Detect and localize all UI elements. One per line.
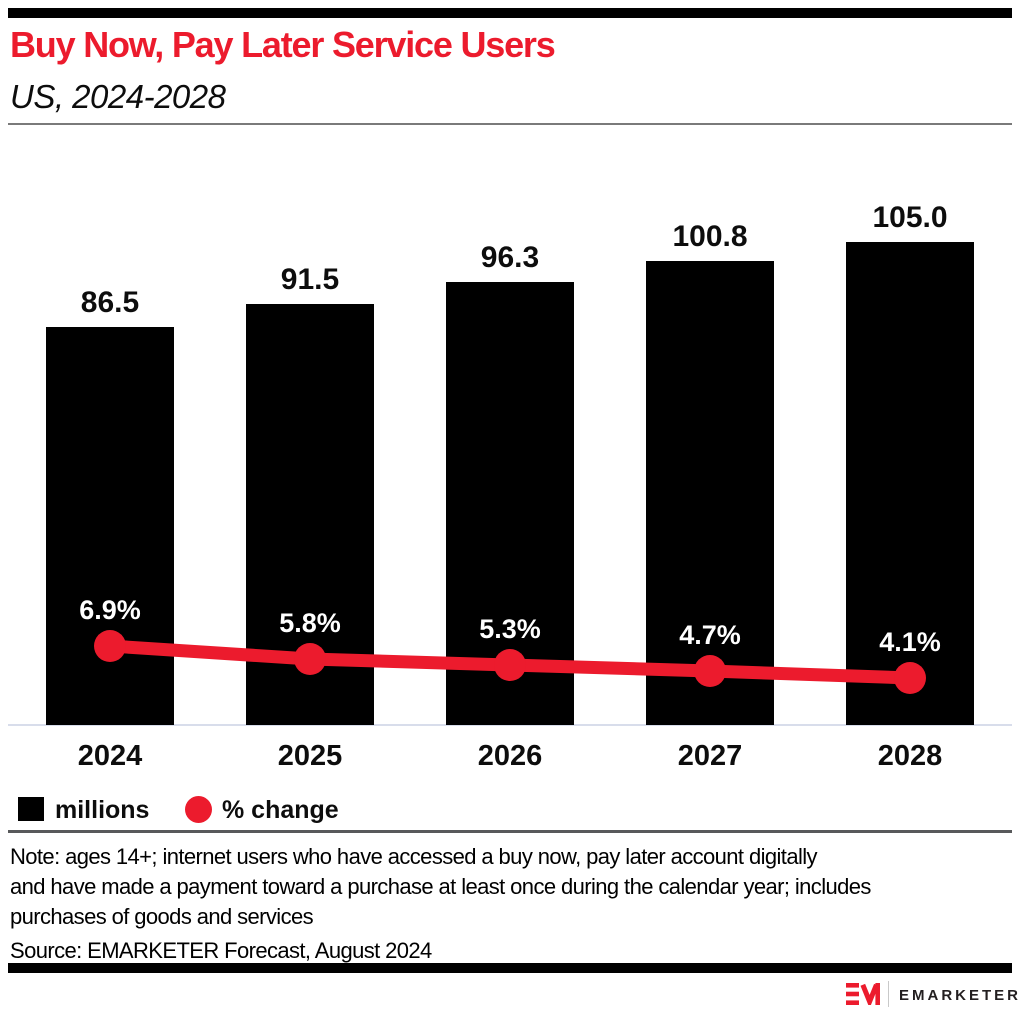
emarketer-logo-text: EMARKETER — [899, 987, 1020, 1004]
year-label-2025: 2025 — [277, 740, 343, 772]
page-title: Buy Now, Pay Later Service Users — [10, 24, 556, 65]
note-line-3: purchases of goods and services — [10, 904, 314, 929]
bottom-accent-bar — [8, 963, 1012, 973]
pct-change-label-2028: 4.1% — [879, 627, 941, 657]
year-label-2027: 2027 — [677, 740, 743, 772]
pct-change-label-2024: 6.9% — [79, 595, 141, 625]
millions-swatch-icon — [18, 797, 44, 821]
year-label-2024: 2024 — [77, 740, 143, 772]
emarketer-logo: EMARKETER — [846, 981, 1018, 1007]
source-text: Source: EMARKETER Forecast, August 2024 — [10, 938, 432, 963]
bar-value-label-2025: 91.5 — [280, 263, 340, 296]
header-divider — [8, 123, 1012, 125]
note-line-1: Note: ages 14+; internet users who have … — [10, 844, 818, 869]
pct-change-label-2027: 4.7% — [679, 620, 741, 650]
pct-change-label-2026: 5.3% — [479, 614, 541, 644]
x-axis-line — [8, 724, 1012, 726]
year-label-2026: 2026 — [477, 740, 543, 772]
bar-value-label-2028: 105.0 — [872, 201, 948, 234]
bar-2027 — [646, 261, 774, 725]
bar-value-label-2026: 96.3 — [480, 241, 540, 274]
pct-change-swatch-icon — [185, 796, 212, 823]
legend-label-pct-change: % change — [222, 796, 339, 824]
legend-label-millions: millions — [55, 796, 150, 824]
year-label-2028: 2028 — [877, 740, 943, 772]
bar-2024 — [46, 327, 174, 725]
top-accent-bar — [8, 8, 1012, 18]
bar-2026 — [446, 282, 574, 725]
legend-divider — [8, 830, 1012, 833]
bar-2025 — [246, 304, 374, 725]
note-text: Note: ages 14+; internet users who have … — [10, 842, 871, 932]
emarketer-em-mark-icon — [846, 983, 880, 1005]
note-line-2: and have made a payment toward a purchas… — [10, 874, 871, 899]
page-subtitle: US, 2024-2028 — [10, 78, 226, 115]
bar-value-label-2027: 100.8 — [672, 220, 748, 253]
logo-divider — [888, 981, 889, 1007]
pct-change-label-2025: 5.8% — [279, 608, 341, 638]
bar-value-label-2024: 86.5 — [80, 286, 140, 319]
